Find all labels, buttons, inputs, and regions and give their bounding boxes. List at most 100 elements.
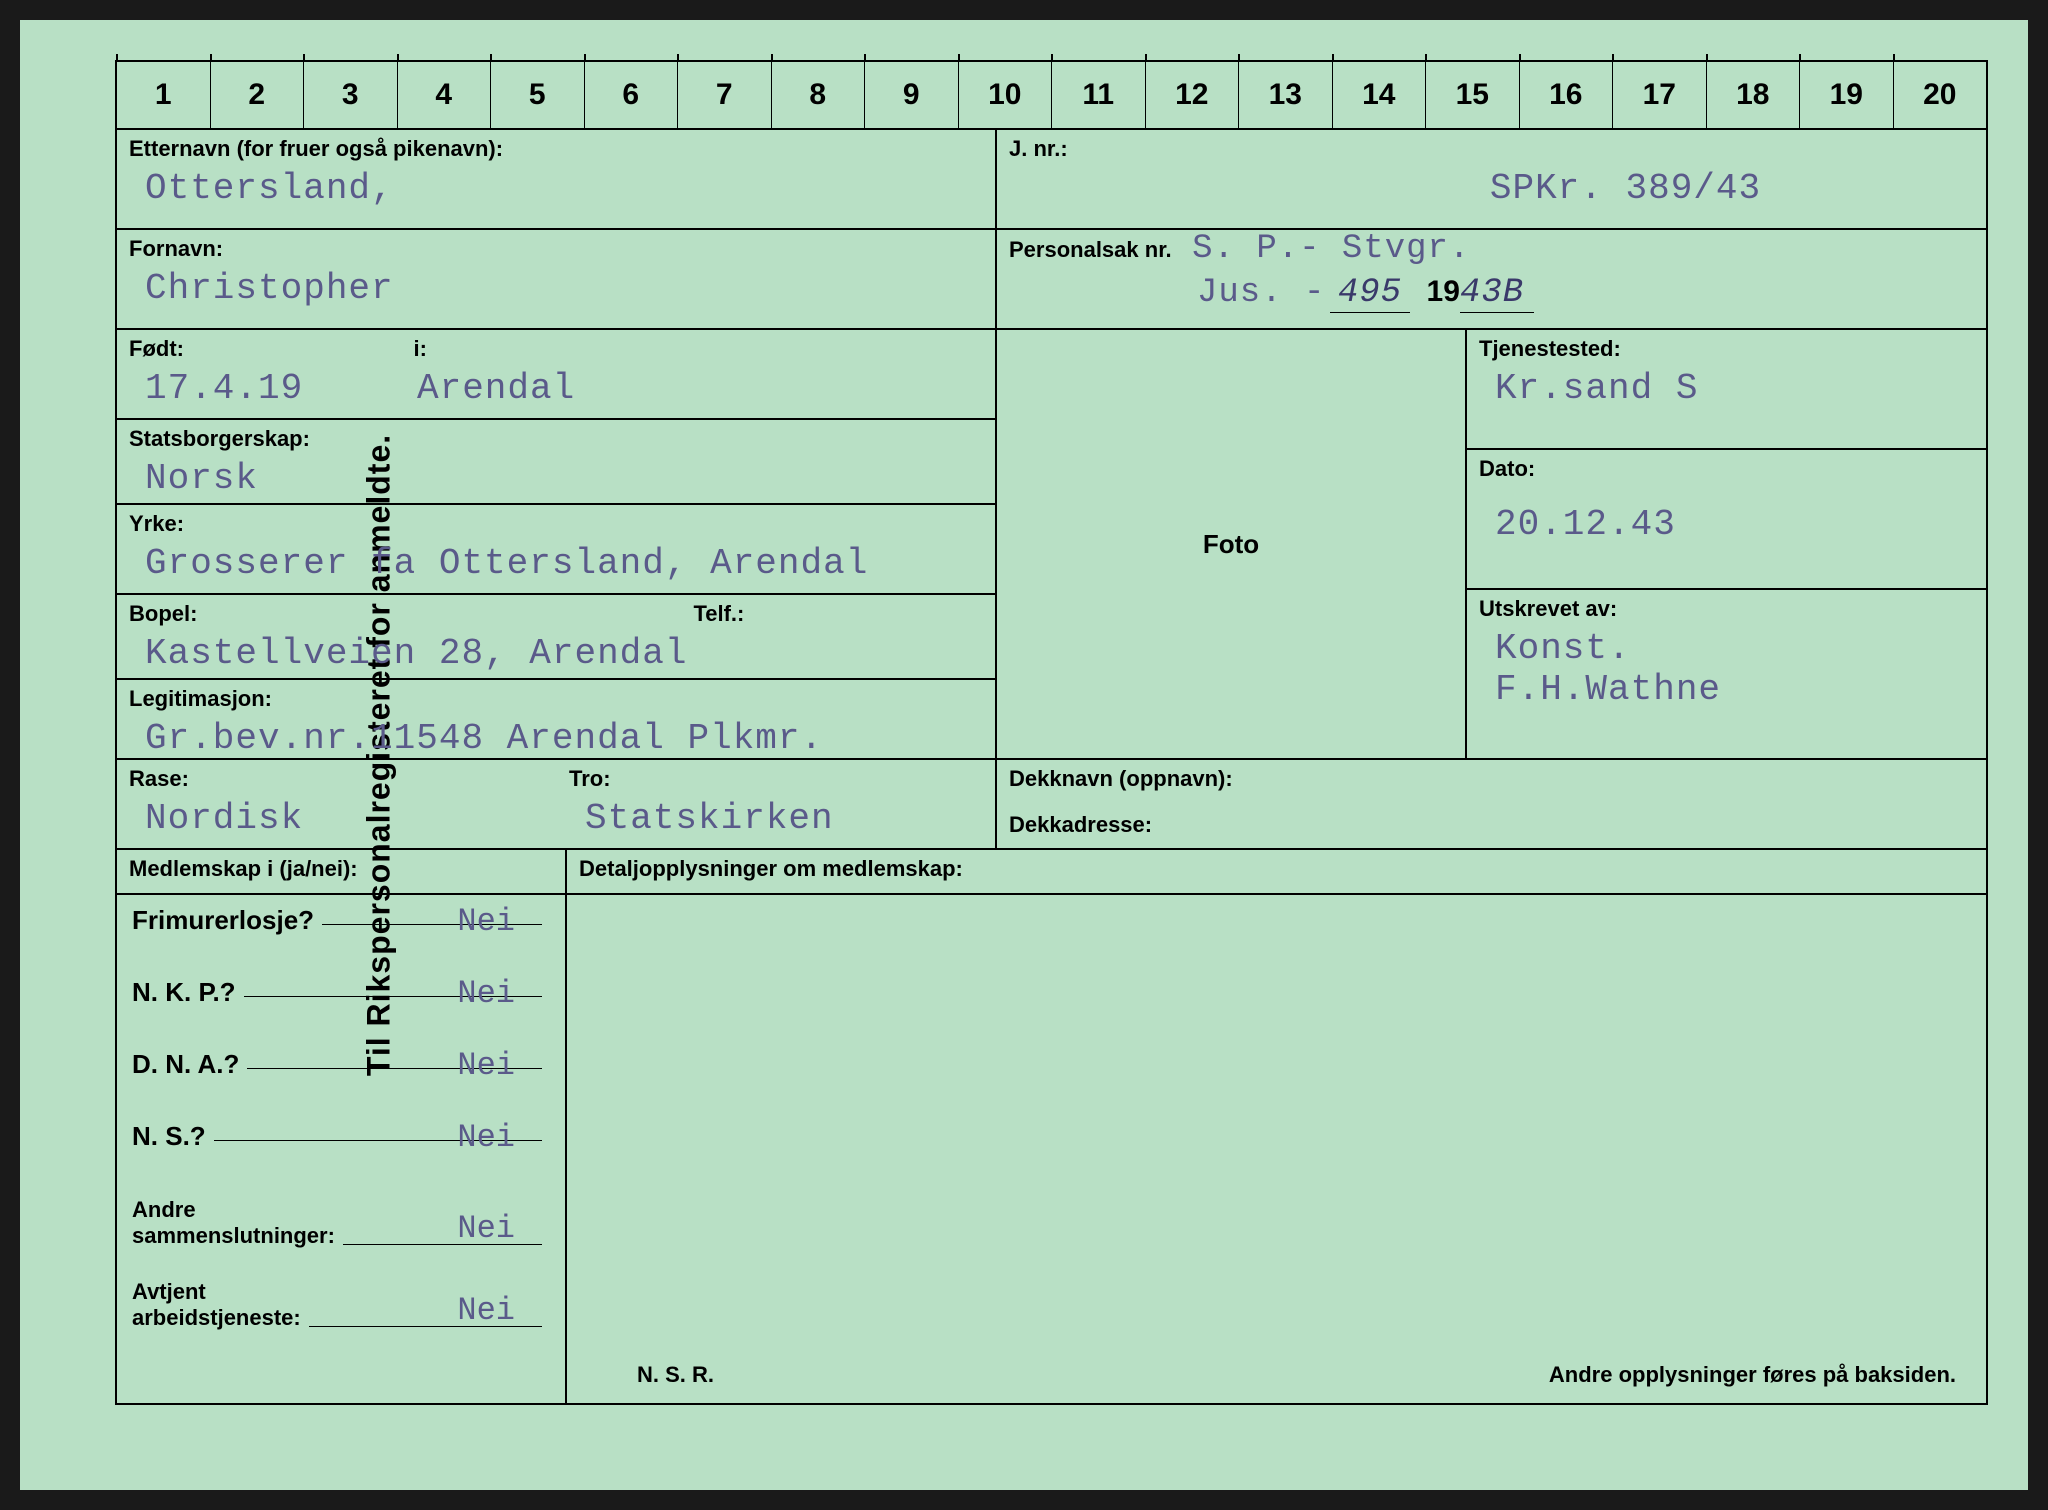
bopel-cell: Bopel: Telf.: Kastellveien 28, Arendal (117, 595, 997, 680)
fornavn-cell: Fornavn: Christopher (117, 230, 997, 330)
dekknavn-cell: Dekknavn (oppnavn): Dekkadresse: (997, 760, 1986, 850)
yrke-label: Yrke: (117, 505, 995, 539)
ruler-cell: 16 (1520, 62, 1614, 128)
utskrevet-cell: Utskrevet av: Konst. F.H.Wathne (1467, 590, 1986, 760)
membership-row: Frimurerlosje? Nei (117, 895, 565, 967)
etternavn-cell: Etternavn (for fruer også pikenavn): Ott… (117, 130, 997, 230)
personalsak-label: Personalsak nr. (997, 231, 1184, 264)
fornavn-label: Fornavn: (117, 230, 995, 264)
ruler-cell: 5 (491, 62, 585, 128)
jnr-cell: J. nr.: SPKr. 389/43 (997, 130, 1986, 230)
etternavn-value: Ottersland, (117, 164, 995, 217)
personalsak-jus: Jus. - (1197, 274, 1325, 312)
fodt-cell: Født: i: 17.4.19 Arendal (117, 330, 997, 420)
foto-cell: Foto (997, 330, 1467, 760)
rase-label: Rase: (117, 760, 557, 794)
avtjent-value: Nei (457, 1292, 515, 1329)
andre-label2: sammenslutninger: (132, 1223, 335, 1249)
statsborgerskap-cell: Statsborgerskap: Norsk (117, 420, 997, 505)
fornavn-value: Christopher (117, 264, 995, 317)
fodt-value: 17.4.19 (117, 364, 417, 417)
dekkadresse-label: Dekkadresse: (997, 794, 1986, 840)
membership-label: D. N. A.? (132, 1049, 239, 1080)
personalsak-19: 19 (1427, 275, 1460, 308)
ruler-cell: 1 (117, 62, 211, 128)
ruler-cell: 10 (959, 62, 1053, 128)
fodt-i-label: i: (401, 330, 438, 363)
ruler-cell: 9 (865, 62, 959, 128)
statsborgerskap-label: Statsborgerskap: (117, 420, 995, 454)
etternavn-label: Etternavn (for fruer også pikenavn): (117, 130, 995, 164)
personalsak-value1: S. P.- Stvgr. (1192, 230, 1470, 268)
yrke-value: Grosserer fa Ottersland, Arendal (117, 539, 995, 592)
membership-value: Nei (457, 975, 515, 1012)
ruler-cell: 8 (772, 62, 866, 128)
ruler-cell: 7 (678, 62, 772, 128)
personalsak-num: 495 (1330, 274, 1410, 313)
foto-label: Foto (1203, 529, 1259, 560)
statsborgerskap-value: Norsk (117, 454, 995, 507)
andre-sammen-row: Andre sammenslutninger: Nei (117, 1183, 565, 1265)
membership-row: D. N. A.? Nei (117, 1039, 565, 1111)
membership-label: Frimurerlosje? (132, 905, 314, 936)
dekknavn-label: Dekknavn (oppnavn): (997, 760, 1986, 794)
avtjent-row: Avtjent arbeidstjeneste: Nei (117, 1265, 565, 1347)
dato-cell: Dato: 20.12.43 (1467, 450, 1986, 590)
ruler-cell: 2 (211, 62, 305, 128)
andre-label1: Andre (132, 1197, 335, 1223)
utskrevet-value1: Konst. (1467, 624, 1986, 669)
ruler-cell: 14 (1333, 62, 1427, 128)
membership-value: Nei (457, 1047, 515, 1084)
tro-value: Statskirken (557, 794, 995, 847)
membership-label: N. S.? (132, 1121, 206, 1152)
registry-card: Til Rikspersonalregisteret for anmeldte.… (20, 20, 2028, 1490)
andre-value: Nei (457, 1210, 515, 1247)
nsr-note: N. S. R. (637, 1362, 714, 1388)
tjenestested-label: Tjenestested: (1467, 330, 1986, 364)
membership-value: Nei (457, 903, 515, 940)
ruler-cell: 4 (398, 62, 492, 128)
ruler-cell: 12 (1146, 62, 1240, 128)
legitimasjon-label: Legitimasjon: (117, 680, 995, 714)
personalsak-cell: Personalsak nr. S. P.- Stvgr. Jus. - 495… (997, 230, 1986, 330)
utskrevet-label: Utskrevet av: (1467, 590, 1986, 624)
membership-value: Nei (457, 1119, 515, 1156)
ruler-cell: 20 (1894, 62, 1987, 128)
fodt-label: Født: (117, 330, 397, 364)
yrke-cell: Yrke: Grosserer fa Ottersland, Arendal (117, 505, 997, 595)
tro-label: Tro: (557, 760, 995, 794)
tjenestested-cell: Tjenestested: Kr.sand S (1467, 330, 1986, 450)
rase-tro-cell: Rase: Nordisk Tro: Statskirken (117, 760, 997, 850)
bopel-value: Kastellveien 28, Arendal (117, 629, 995, 682)
ruler-cell: 15 (1426, 62, 1520, 128)
dato-value: 20.12.43 (1467, 484, 1986, 553)
tjenestested-value: Kr.sand S (1467, 364, 1986, 417)
avtjent-label1: Avtjent (132, 1279, 301, 1305)
utskrevet-value2: F.H.Wathne (1467, 669, 1986, 718)
jnr-value: SPKr. 389/43 (997, 164, 1986, 217)
fodt-place: Arendal (417, 364, 587, 417)
avtjent-label2: arbeidstjeneste: (132, 1305, 301, 1331)
ruler-cell: 18 (1707, 62, 1801, 128)
personalsak-year: 43B (1460, 274, 1534, 313)
main-grid: Etternavn (for fruer også pikenavn): Ott… (115, 130, 1988, 1405)
detail-area: N. S. R. Andre opplysninger føres på bak… (567, 895, 1986, 1403)
bottom-right-note: Andre opplysninger føres på baksiden. (1549, 1362, 1956, 1388)
detaljopplysninger-header: Detaljopplysninger om medlemskap: (567, 850, 1986, 884)
medlemskap-header: Medlemskap i (ja/nei): (117, 850, 565, 884)
ruler-cell: 11 (1052, 62, 1146, 128)
membership-row: N. S.? Nei (117, 1111, 565, 1183)
medlemskap-header-cell: Medlemskap i (ja/nei): (117, 850, 567, 895)
jnr-label: J. nr.: (997, 130, 1986, 164)
ruler-cell: 3 (304, 62, 398, 128)
telf-label: Telf.: (681, 595, 756, 628)
membership-column: Frimurerlosje? Nei N. K. P.? Nei D. N. A… (117, 895, 567, 1403)
ruler-row: 1 2 3 4 5 6 7 8 9 10 11 12 13 14 15 16 1… (115, 60, 1988, 130)
ruler-cell: 6 (585, 62, 679, 128)
membership-label: N. K. P.? (132, 977, 236, 1008)
rase-value: Nordisk (117, 794, 557, 847)
ruler-cell: 13 (1239, 62, 1333, 128)
membership-row: N. K. P.? Nei (117, 967, 565, 1039)
bopel-label: Bopel: (117, 595, 677, 629)
dato-label: Dato: (1467, 450, 1986, 484)
